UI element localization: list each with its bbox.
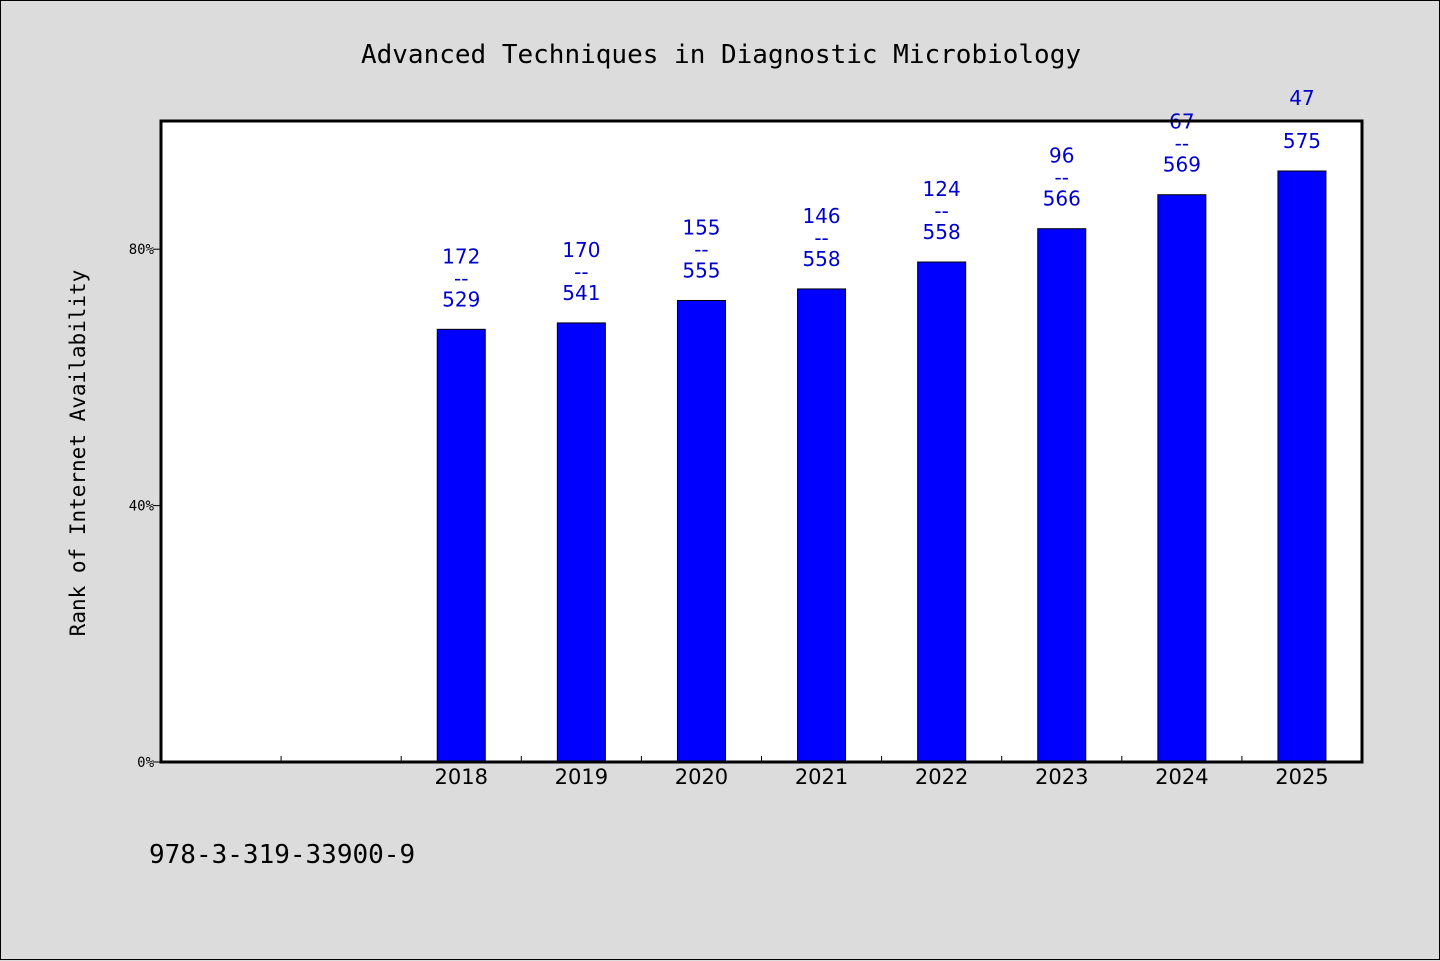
data-label-bottom: 555 xyxy=(682,258,720,282)
x-tick-label: 2020 xyxy=(675,765,728,789)
data-label-bottom: 575 xyxy=(1283,129,1321,153)
x-tick-label: 2018 xyxy=(435,765,488,789)
data-label-bottom: 541 xyxy=(562,281,600,305)
y-tick-label: 80% xyxy=(129,242,155,258)
chart-title: Advanced Techniques in Diagnostic Microb… xyxy=(361,40,1081,70)
footer-isbn: 978-3-319-33900-9 xyxy=(149,840,415,870)
data-label-top: 155 xyxy=(682,215,720,239)
data-label-separator: -- xyxy=(1055,166,1069,190)
data-label-separator: -- xyxy=(694,237,708,261)
bar-2025 xyxy=(1277,170,1327,763)
data-label-top: 124 xyxy=(923,177,961,201)
y-tick-label: 0% xyxy=(137,755,154,771)
y-axis: 0% 40% 80% xyxy=(129,242,161,771)
x-tick-label: 2024 xyxy=(1155,765,1208,789)
y-tick-label: 40% xyxy=(129,499,155,515)
data-label-bottom: 566 xyxy=(1043,187,1081,211)
bar-2018 xyxy=(436,328,486,763)
data-label-separator: -- xyxy=(934,199,948,223)
data-label-separator: -- xyxy=(814,226,828,250)
data-label-top: 170 xyxy=(562,238,600,262)
data-label-top: 96 xyxy=(1049,144,1074,168)
data-label-separator: -- xyxy=(1175,132,1189,156)
x-axis: 2018 2019 2020 2021 2022 2023 2024 2025 xyxy=(280,756,1329,789)
data-label-bottom: 558 xyxy=(802,247,840,271)
data-label-bottom: 529 xyxy=(442,287,480,311)
bar-2022 xyxy=(917,261,967,763)
data-labels-group: 172--529170--541155--555146--558124--558… xyxy=(442,86,1321,311)
bar-2020 xyxy=(676,299,726,763)
data-label-bottom: 569 xyxy=(1163,153,1201,177)
data-label-separator: -- xyxy=(454,266,468,290)
x-tick-label: 2025 xyxy=(1275,765,1328,789)
data-label-top: 47 xyxy=(1289,86,1314,110)
y-axis-label: Rank of Internet Availability xyxy=(66,270,90,637)
bar-2021 xyxy=(797,288,847,763)
data-label-top: 172 xyxy=(442,244,480,268)
x-tick-label: 2019 xyxy=(555,765,608,789)
data-label-separator: -- xyxy=(574,260,588,284)
bar-2023 xyxy=(1037,228,1087,763)
x-tick-label: 2021 xyxy=(795,765,848,789)
bar-2024 xyxy=(1157,194,1207,763)
data-label-bottom: 558 xyxy=(923,220,961,244)
x-tick-label: 2023 xyxy=(1035,765,1088,789)
x-tick-label: 2022 xyxy=(915,765,968,789)
data-label-top: 146 xyxy=(802,204,840,228)
bars-group xyxy=(436,170,1327,763)
bar-2019 xyxy=(556,322,606,763)
